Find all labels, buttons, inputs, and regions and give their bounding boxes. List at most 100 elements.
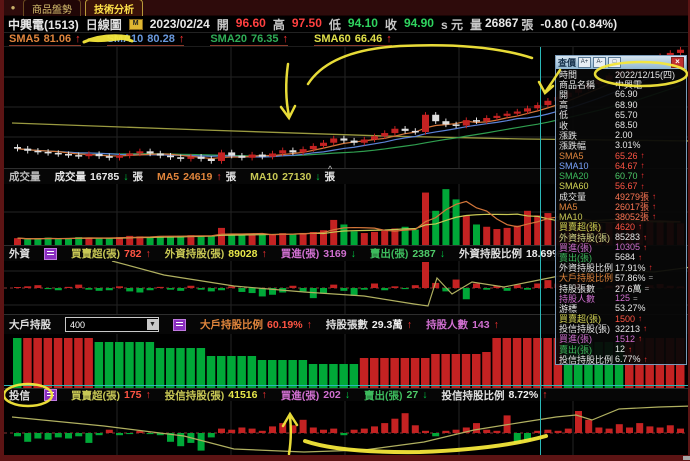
header-stat-item: 賣出(張) 27 ↓ — [364, 388, 427, 403]
panel-close-icon[interactable]: × — [671, 57, 684, 68]
quote-panel-rows: 時間 2022/12/15(四) 商品名稱 中興電開 66.90 高 68.90 低 65.70… — [556, 69, 686, 365]
chart-workspace: ● 商品盤勢 技術分析 中興電(1513) 日線圖 M 2023/02/24 開… — [4, 0, 688, 455]
panel-window-icon[interactable]: □ — [608, 57, 622, 68]
bigholder-settings-icon[interactable] — [173, 318, 186, 331]
stat-label: MA10 — [250, 170, 279, 183]
quote-row-label: 開 — [559, 89, 569, 100]
sma-legend-item[interactable]: SMA20 76.35 ↑ — [210, 33, 289, 46]
quote-row-value: 66.90 — [615, 89, 638, 100]
quote-row: 漲跌 2.00 — [556, 130, 686, 141]
quote-row-label: 收 — [559, 120, 569, 131]
tab-technical-analysis[interactable]: 技術分析 — [85, 0, 143, 17]
quote-row-label: SMA60 — [559, 181, 589, 192]
stat-label: 買賣超(張) — [71, 389, 120, 402]
sma-value: 76.35 — [251, 33, 279, 45]
quote-row-value: 64.67 — [615, 160, 638, 171]
stat-value: 27130 — [282, 170, 312, 183]
stat-value: 8.72% — [508, 389, 539, 401]
font-decrease-icon[interactable]: A- — [593, 57, 607, 68]
quote-row-arrow: ↑ — [640, 171, 645, 181]
tab-market-overview[interactable]: 商品盤勢 — [23, 0, 81, 17]
trust-settings-icon[interactable] — [44, 389, 57, 401]
quote-row-label: SMA10 — [559, 160, 589, 171]
quote-row-label: MA5 — [559, 201, 578, 212]
mail-icon[interactable]: M — [128, 18, 143, 30]
quote-row-value: 53.27% — [615, 303, 646, 314]
stat-label: 外資持股(張) — [164, 248, 225, 260]
resize-handle[interactable] — [683, 456, 690, 460]
sma-legend-item[interactable]: SMA10 80.28 ↑ — [106, 33, 185, 46]
stat-label: 持股人數 — [426, 319, 469, 331]
quote-row: 外資持股(張) 85283 ↑ — [556, 232, 686, 243]
quote-row-label: 買進(張) — [559, 334, 592, 345]
stat-trend-arrow: ↓ — [439, 247, 445, 260]
sma-legend-item[interactable]: SMA5 81.06 ↑ — [9, 33, 81, 46]
collapse-caret-icon[interactable]: ^ — [328, 164, 333, 174]
quote-row-label: 大戶持股比例 — [559, 273, 614, 284]
stat-value: 202 — [323, 389, 341, 401]
sma-trend-arrow: ↑ — [178, 33, 185, 45]
quote-row: SMA20 60.70 ↑ — [556, 171, 686, 181]
select-dropdown-icon[interactable]: ▼ — [147, 319, 158, 330]
stat-trend-arrow: ↑ — [216, 170, 222, 183]
quote-row: MA5 26017張 ↑ — [556, 201, 686, 213]
sma-value: 81.06 — [43, 33, 72, 45]
quote-row-value: 49279張 — [615, 191, 650, 202]
foreign-section-header: 外資 買賣超(張) 782 ↑ 外資持股(張) 89028 ↑ 買進(張) 3169 ↓ 賣出(張… — [4, 245, 688, 261]
quote-row-arrow: ↑ — [648, 263, 653, 273]
sma-legend-item[interactable]: SMA60 66.46 ↑ — [314, 33, 392, 46]
quote-row-arrow: ↑ — [628, 344, 633, 354]
header-stat-item: 外資持股(張) 89028 ↑ — [165, 246, 267, 261]
header-stat-item: 投信持股(張) 41516 ↑ — [165, 388, 267, 403]
quote-row-arrow: ↑ — [638, 314, 643, 324]
quote-row-arrow: ↑ — [643, 354, 648, 364]
quote-row: 投信持股比例 6.77% ↑ — [556, 354, 686, 365]
foreign-settings-icon[interactable] — [44, 247, 57, 260]
stat-label: 買進(張) — [280, 389, 320, 402]
quote-row-value: 5684 — [615, 252, 636, 263]
ohlc-label: 開 — [216, 17, 229, 32]
period-label[interactable]: 日線圖 — [85, 17, 122, 32]
stat-label: 賣出(張) — [364, 389, 403, 402]
quote-row-label: 持股人數 — [559, 293, 596, 304]
stat-value: 27 — [406, 389, 419, 401]
header-stat-item: 買賣超(張) 782 ↑ — [71, 246, 151, 261]
stat-value: 175 — [124, 389, 142, 401]
header-stat-item: 投信持股比例 8.72% ↑ — [441, 388, 547, 403]
header-stat-item: 買進(張) 202 ↓ — [281, 388, 350, 403]
stat-label: 賣出(張) — [369, 248, 409, 260]
stat-trend-arrow: ↓ — [344, 389, 351, 401]
header-stat-item: 大戶持股比例 60.19% ↑ — [200, 317, 312, 332]
quote-row-value: 26017張 — [615, 202, 650, 213]
quote-row: SMA60 56.67 ↑ — [556, 181, 686, 191]
ohlc-value: 96.60 — [235, 15, 266, 30]
stat-trend-arrow: ↓ — [350, 247, 356, 260]
quote-row-arrow: ↑ — [638, 222, 643, 232]
quote-row-value: 4620 — [615, 221, 636, 232]
stat-trend-arrow: ↑ — [261, 389, 267, 401]
stat-value: 782 — [124, 247, 142, 260]
quote-row-arrow: = — [633, 293, 638, 303]
quote-row-value: 3.01% — [615, 140, 641, 151]
stat-trend-arrow: ↑ — [493, 318, 499, 331]
ohlc-label: 低 — [328, 17, 341, 32]
quote-row: SMA5 65.26 ↑ — [556, 151, 686, 161]
app-menu-icon[interactable]: ● — [10, 3, 16, 12]
stat-trend-arrow: ↑ — [145, 247, 151, 260]
stat-trend-arrow: ↑ — [261, 247, 267, 260]
quote-row-arrow: ↑ — [643, 232, 648, 242]
stat-value: 41516 — [228, 389, 258, 401]
quote-row-label: MA10 — [559, 211, 583, 222]
trust-flow-chart[interactable] — [4, 401, 688, 455]
font-increase-icon[interactable]: A+ — [578, 57, 592, 68]
stat-value: 29.3萬 — [371, 319, 403, 331]
stat-trend-arrow: ↓ — [315, 170, 321, 183]
volume-section-label: 成交量 — [9, 171, 41, 183]
quote-row: 買進(張) 10305 ↑ — [556, 242, 686, 253]
sma-legend-bar: SMA5 81.06 ↑ SMA10 80.28 ↑ SMA20 76.35 ↑ SMA60 66.… — [4, 33, 688, 47]
bigholder-threshold-select[interactable]: 400 ▼ — [65, 317, 159, 332]
crosshair-vertical-line — [540, 47, 541, 455]
quote-row: 游標 53.27% — [556, 303, 686, 314]
trust-section-header: 投信 買賣超(張) 175 ↑ 投信持股(張) 41516 ↑ 買進(張) 202 ↓ 賣出(張)… — [4, 388, 688, 403]
quote-row-arrow: ↑ — [652, 202, 657, 212]
